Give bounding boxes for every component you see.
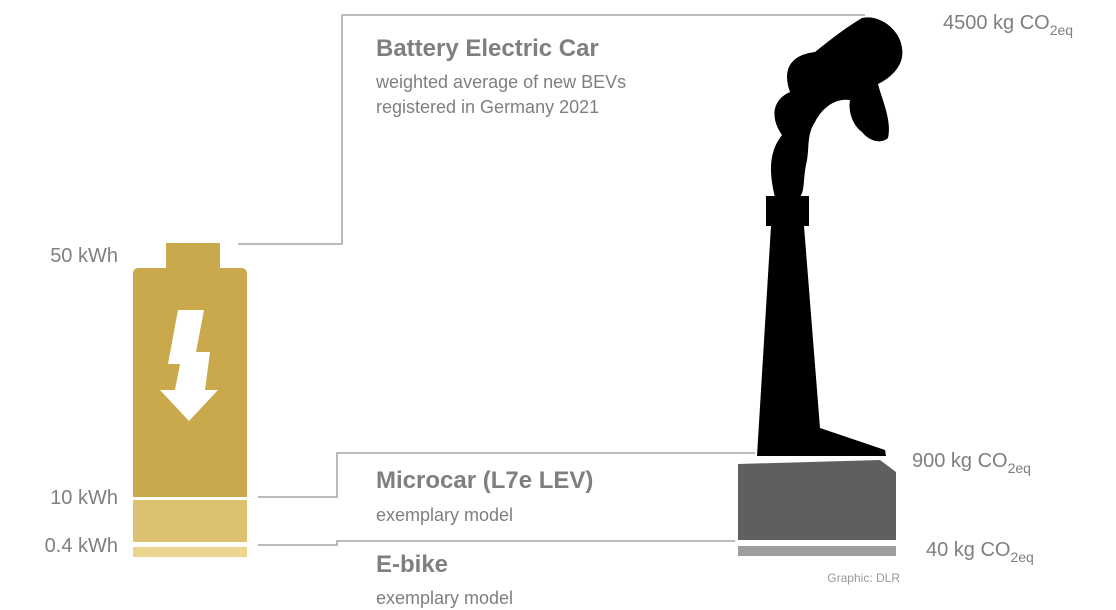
vehicle-name: E-bike (376, 551, 448, 578)
vehicle-description: exemplary model (376, 505, 513, 525)
emission-text: 40 kg CO (926, 539, 1010, 561)
connector (258, 452, 755, 498)
emission-label: 40 kg CO2eq (926, 539, 1034, 565)
emission-label: 900 kg CO2eq (912, 450, 1031, 476)
battery-label: 50 kWh (50, 245, 118, 267)
connector (258, 540, 735, 546)
connector (238, 14, 865, 245)
vehicle-description: exemplary model (376, 588, 513, 608)
battery-cap (166, 243, 220, 270)
battery-segment-ebike (133, 547, 247, 557)
battery-label: 0.4 kWh (45, 535, 118, 557)
lightning-icon (160, 310, 218, 421)
emission-text: 4500 kg CO (943, 12, 1050, 34)
vehicle-name: Microcar (L7e LEV) (376, 467, 593, 494)
factory-building (738, 460, 896, 540)
emission-sub: 2eq (1010, 549, 1033, 565)
smoke (770, 17, 903, 198)
factory-base (738, 546, 896, 556)
chimney (757, 226, 886, 456)
emission-sub: 2eq (1050, 22, 1073, 38)
emission-text: 900 kg CO (912, 450, 1008, 472)
chimney-cap (766, 196, 809, 226)
battery-label: 10 kWh (50, 487, 118, 509)
vehicle-description: registered in Germany 2021 (376, 97, 599, 117)
emission-label: 4500 kg CO2eq (943, 12, 1073, 38)
credit: Graphic: DLR (827, 571, 900, 585)
vehicle-description: weighted average of new BEVs (375, 72, 626, 92)
battery-segment-microcar (133, 500, 247, 542)
vehicle-name: Battery Electric Car (376, 35, 599, 62)
emission-sub: 2eq (1008, 460, 1031, 476)
